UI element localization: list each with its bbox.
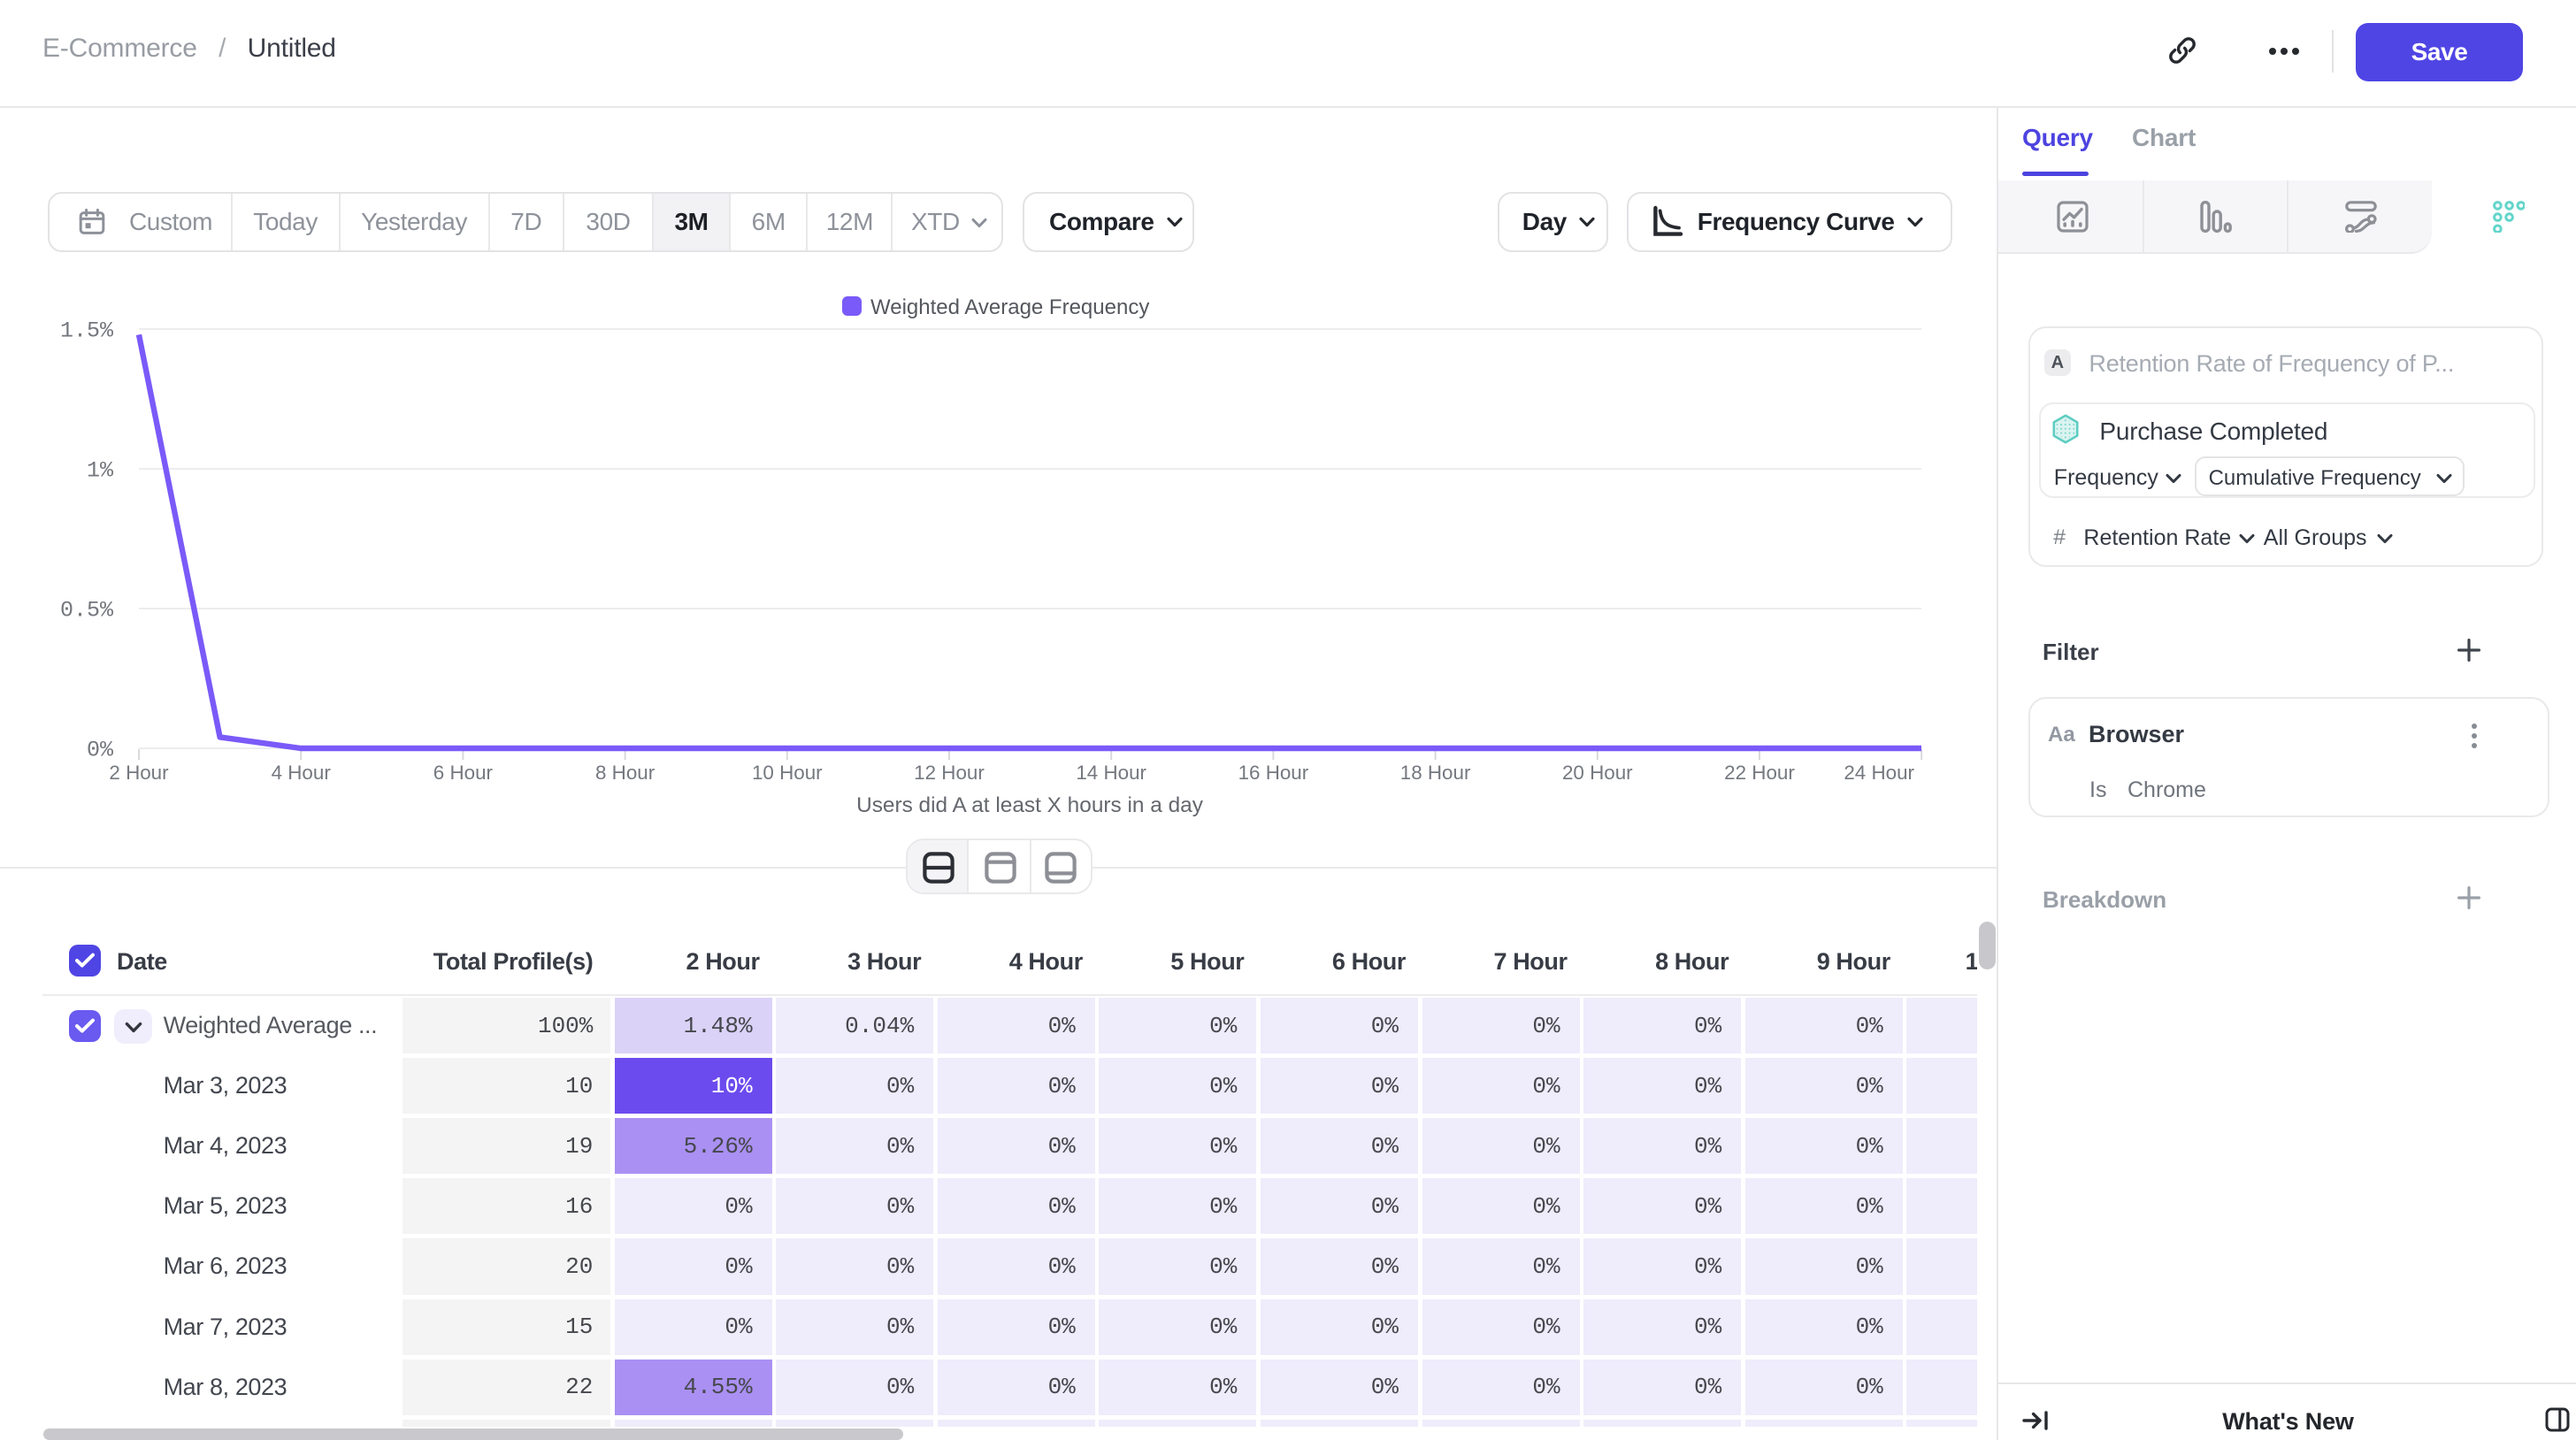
svg-text:20 Hour: 20 Hour: [1562, 762, 1633, 784]
svg-text:6 Hour: 6 Hour: [433, 762, 494, 784]
svg-text:8 Hour: 8 Hour: [595, 762, 656, 784]
svg-text:Users did A at least X hours i: Users did A at least X hours in a day: [856, 793, 1204, 817]
svg-text:1%: 1%: [87, 457, 114, 483]
svg-text:18 Hour: 18 Hour: [1400, 762, 1471, 784]
svg-text:12 Hour: 12 Hour: [914, 762, 985, 784]
svg-text:1.5%: 1.5%: [60, 318, 114, 343]
svg-text:24 Hour: 24 Hour: [1844, 762, 1914, 784]
svg-text:0%: 0%: [87, 737, 114, 762]
svg-text:4 Hour: 4 Hour: [272, 762, 332, 784]
svg-text:16 Hour: 16 Hour: [1238, 762, 1309, 784]
svg-text:2 Hour: 2 Hour: [109, 762, 169, 784]
svg-text:Weighted Average Frequency: Weighted Average Frequency: [870, 295, 1149, 319]
svg-text:0.5%: 0.5%: [60, 597, 114, 623]
svg-text:10 Hour: 10 Hour: [752, 762, 823, 784]
svg-text:22 Hour: 22 Hour: [1724, 762, 1795, 784]
svg-text:14 Hour: 14 Hour: [1076, 762, 1146, 784]
